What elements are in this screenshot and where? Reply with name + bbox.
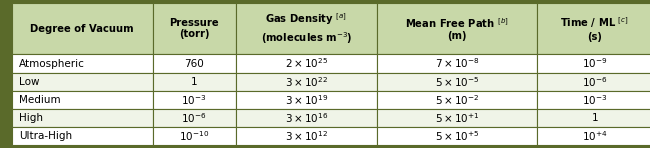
Bar	[153, 91, 236, 109]
Bar	[537, 3, 650, 54]
Text: Ultra-High: Ultra-High	[20, 131, 72, 141]
Bar	[153, 54, 236, 73]
Bar	[12, 73, 153, 91]
Text: Medium: Medium	[20, 95, 61, 105]
Text: $10^{-3}$: $10^{-3}$	[582, 93, 608, 107]
Bar	[12, 127, 153, 145]
Text: $10^{-6}$: $10^{-6}$	[181, 111, 207, 125]
Bar	[377, 91, 537, 109]
Bar	[236, 91, 377, 109]
Bar	[153, 73, 236, 91]
Bar	[377, 127, 537, 145]
Text: $3 \times 10^{22}$: $3 \times 10^{22}$	[285, 75, 328, 89]
Text: $10^{-6}$: $10^{-6}$	[582, 75, 608, 89]
Text: $10^{-10}$: $10^{-10}$	[179, 129, 209, 143]
Text: $10^{-9}$: $10^{-9}$	[582, 57, 608, 70]
Text: Time / ML $^{[c]}$
(s): Time / ML $^{[c]}$ (s)	[560, 15, 629, 42]
Text: $5 \times 10^{+5}$: $5 \times 10^{+5}$	[435, 129, 479, 143]
Text: $5 \times 10^{-5}$: $5 \times 10^{-5}$	[435, 75, 479, 89]
Bar	[12, 3, 153, 54]
Text: $10^{+4}$: $10^{+4}$	[582, 129, 608, 143]
Text: $5 \times 10^{+1}$: $5 \times 10^{+1}$	[435, 111, 479, 125]
Bar	[236, 109, 377, 127]
Text: Low: Low	[20, 77, 40, 87]
Bar	[236, 127, 377, 145]
Bar	[236, 54, 377, 73]
Text: 1: 1	[191, 77, 198, 87]
Text: Atmospheric: Atmospheric	[20, 59, 85, 69]
Bar	[537, 54, 650, 73]
Bar	[537, 91, 650, 109]
Bar	[236, 3, 377, 54]
Text: High: High	[20, 113, 44, 123]
Text: Degree of Vacuum: Degree of Vacuum	[31, 24, 134, 34]
Bar	[12, 109, 153, 127]
Text: Mean Free Path $^{[b]}$
(m): Mean Free Path $^{[b]}$ (m)	[405, 16, 509, 41]
Text: $3 \times 10^{12}$: $3 \times 10^{12}$	[285, 129, 328, 143]
Text: $3 \times 10^{19}$: $3 \times 10^{19}$	[285, 93, 328, 107]
Text: $5 \times 10^{-2}$: $5 \times 10^{-2}$	[435, 93, 479, 107]
Text: $10^{-3}$: $10^{-3}$	[181, 93, 207, 107]
Bar	[153, 109, 236, 127]
Bar	[12, 91, 153, 109]
Bar	[377, 54, 537, 73]
Bar	[377, 3, 537, 54]
Bar	[377, 109, 537, 127]
Text: Pressure
(torr): Pressure (torr)	[170, 18, 219, 39]
Text: Gas Density $^{[a]}$
(molecules m$^{-3}$): Gas Density $^{[a]}$ (molecules m$^{-3}$…	[261, 12, 352, 46]
Bar	[12, 54, 153, 73]
Bar	[153, 127, 236, 145]
Text: $7 \times 10^{-8}$: $7 \times 10^{-8}$	[435, 57, 480, 70]
Text: 760: 760	[185, 59, 204, 69]
Text: $3 \times 10^{16}$: $3 \times 10^{16}$	[285, 111, 328, 125]
Text: 1: 1	[592, 113, 598, 123]
Bar	[537, 73, 650, 91]
Text: $2 \times 10^{25}$: $2 \times 10^{25}$	[285, 57, 328, 70]
Bar	[153, 3, 236, 54]
Bar	[377, 73, 537, 91]
Bar	[537, 127, 650, 145]
Bar	[537, 109, 650, 127]
Bar	[236, 73, 377, 91]
